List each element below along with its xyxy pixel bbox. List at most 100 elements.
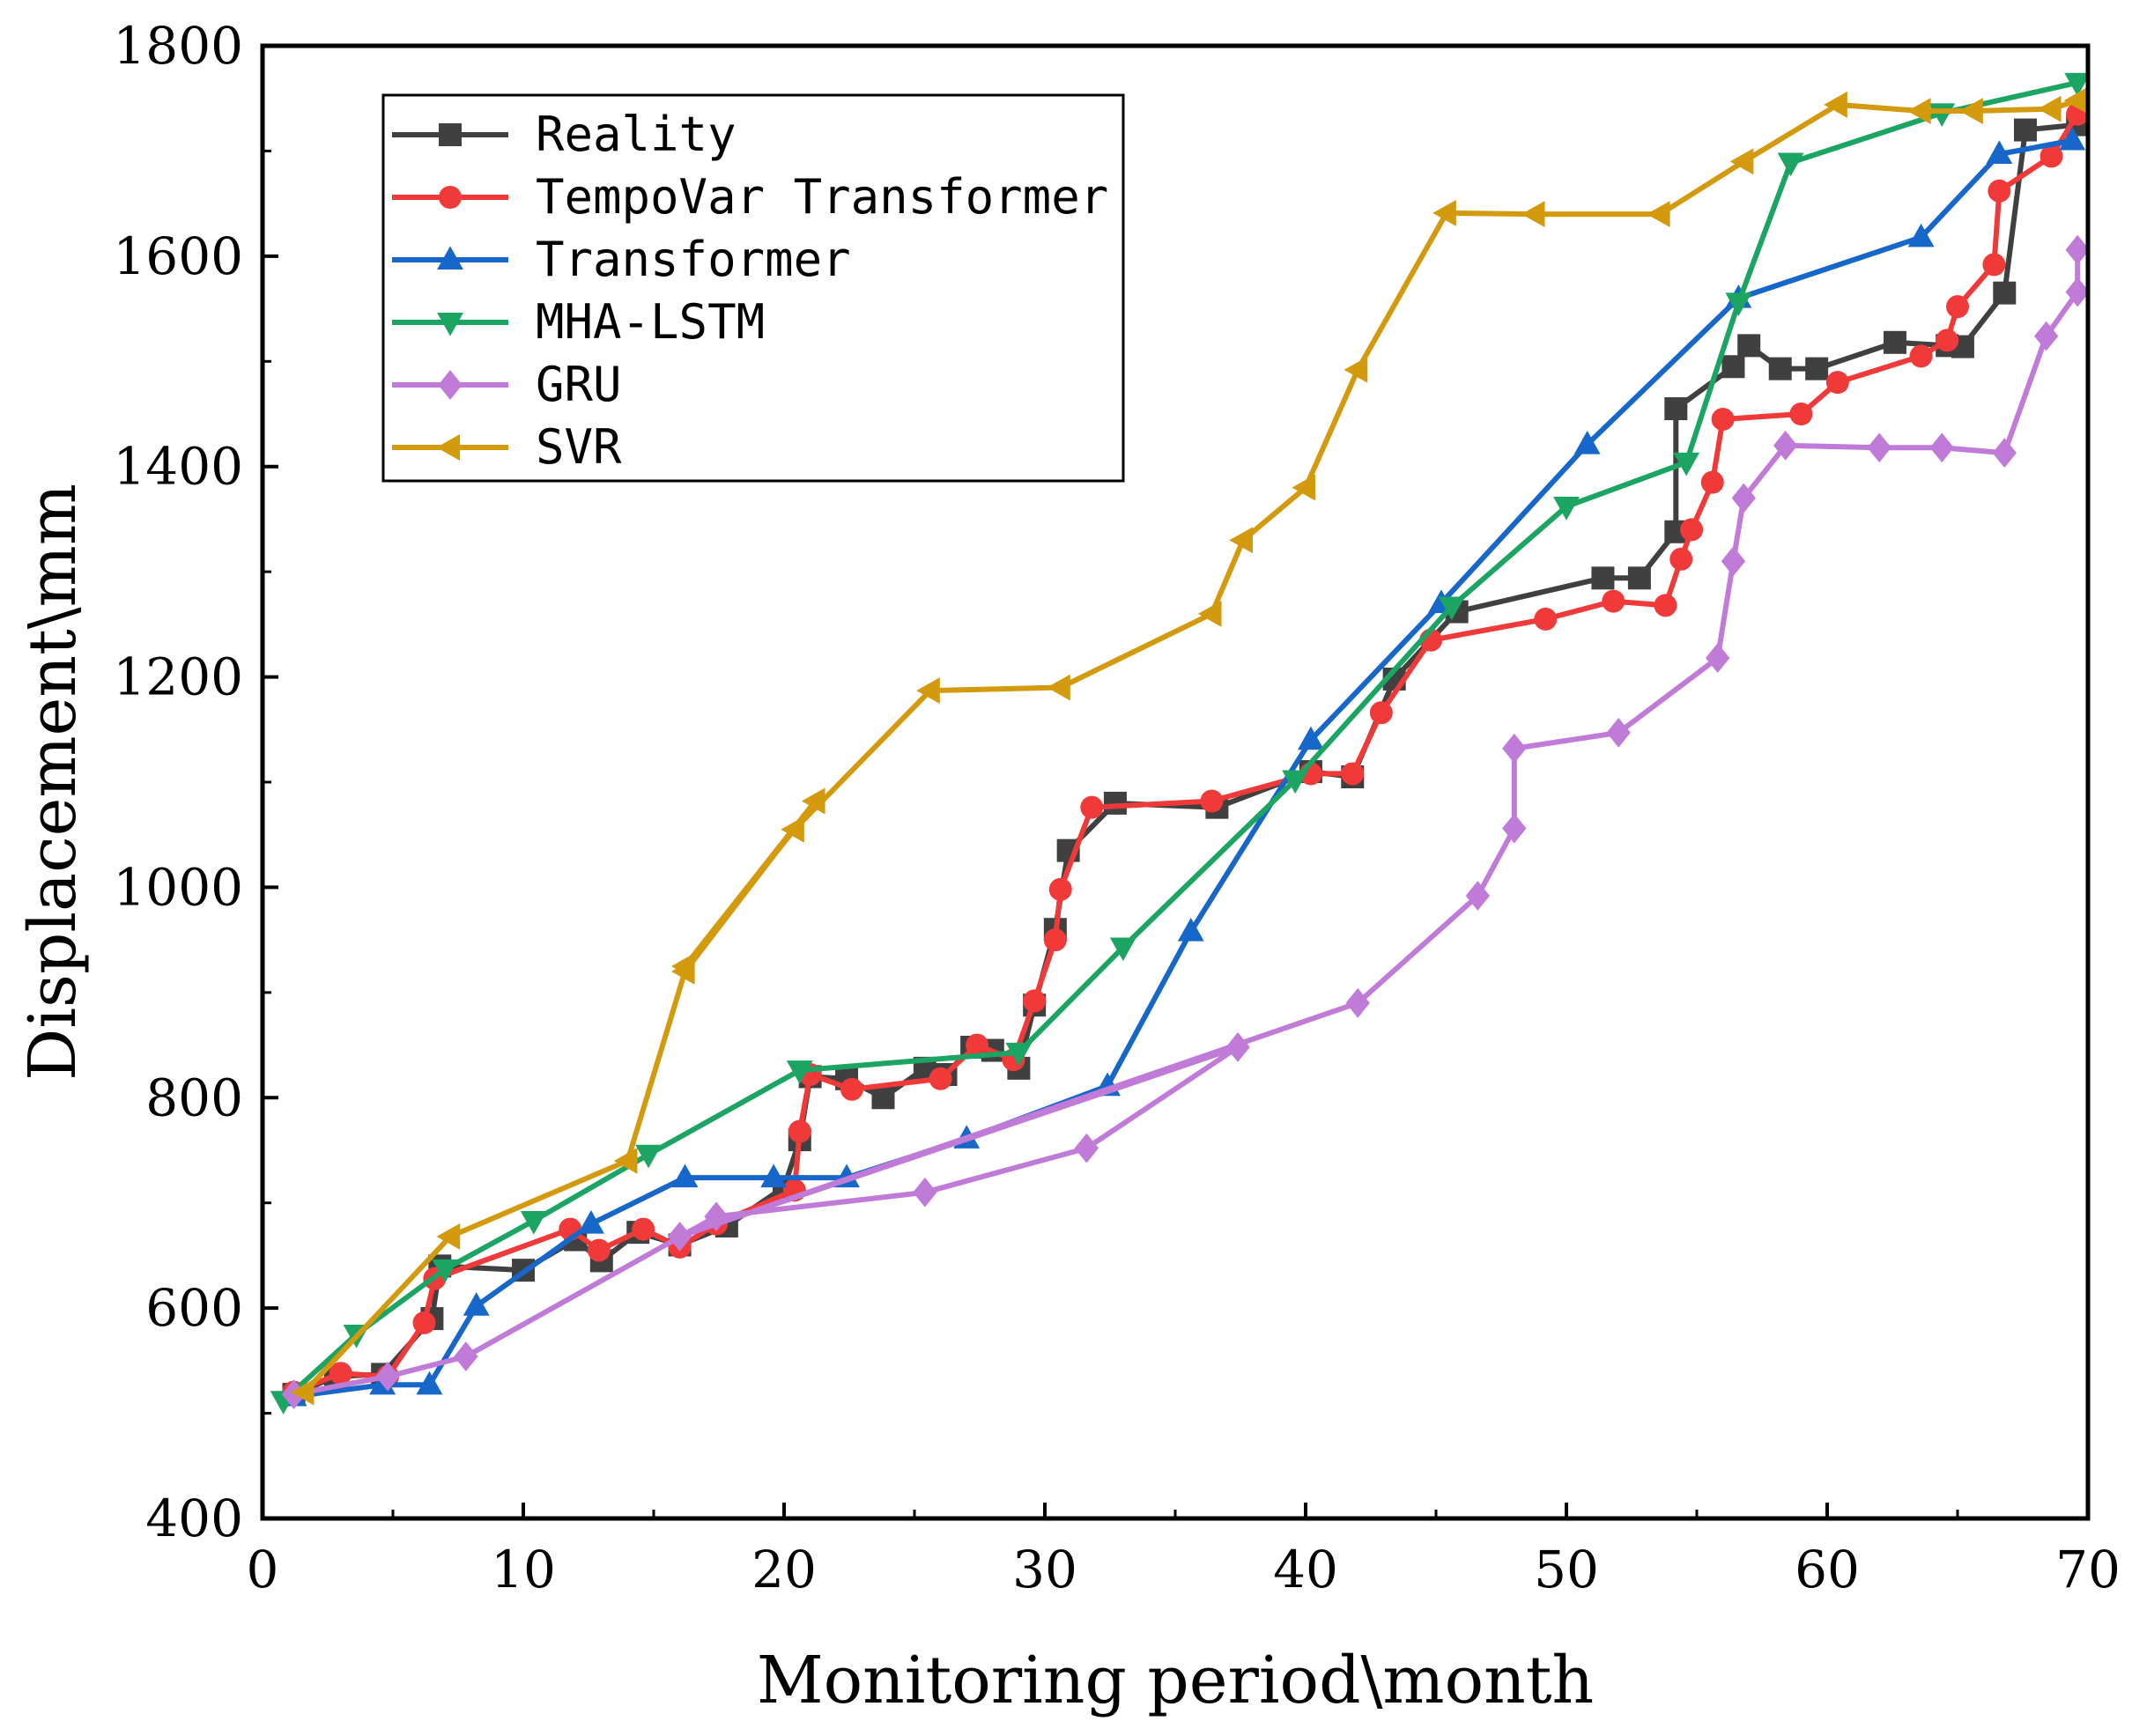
- data-point-tempovar-transformer: [1789, 403, 1813, 425]
- data-point-transformer: [463, 1292, 490, 1316]
- x-tick-label: 10: [491, 1540, 556, 1599]
- data-point-svr: [1906, 98, 1931, 124]
- data-point-reality: [1721, 355, 1745, 379]
- data-point-gru: [1992, 438, 2017, 469]
- legend-entry-reality: Reality: [392, 107, 737, 162]
- legend-marker-tempovar-transformer: [439, 186, 462, 209]
- data-point-gru: [1721, 546, 1746, 577]
- data-point-gru: [375, 1361, 400, 1392]
- data-point-tempovar-transformer: [329, 1362, 352, 1385]
- series-line-svr: [301, 98, 2081, 1395]
- data-point-gru: [1773, 430, 1798, 461]
- data-point-reality: [1768, 357, 1792, 380]
- data-point-reality: [1805, 357, 1829, 380]
- data-point-tempovar-transformer: [1936, 329, 1959, 352]
- legend: Reality TempoVar Transformer Transformer MH…: [381, 93, 1125, 483]
- data-point-tempovar-transformer: [1534, 607, 1558, 631]
- axes-layer: 0 10 20 30 40 50 60 70 400 600 800 1000 1200 1400 1600…: [113, 16, 2121, 1599]
- data-point-transformer: [760, 1163, 788, 1188]
- data-point-tempovar-transformer: [1669, 547, 1693, 571]
- data-point-gru: [2065, 277, 2090, 307]
- data-point-transformer: [1573, 431, 1601, 454]
- data-point-svr: [1824, 91, 1847, 118]
- data-point-svr: [613, 1147, 638, 1174]
- data-point-transformer: [1177, 917, 1204, 942]
- data-point-mha-lstm: [635, 1144, 663, 1169]
- data-point-tempovar-transformer: [1200, 789, 1224, 813]
- legend-marker-transformer: [437, 246, 463, 270]
- legend-label-tempovar-transformer: TempoVar Transformer: [536, 169, 1108, 225]
- series-svr: [290, 87, 2088, 1406]
- data-point-gru: [1502, 813, 1527, 844]
- data-point-svr: [1292, 474, 1316, 501]
- legend-box: [381, 93, 1125, 483]
- data-point-mha-lstm: [1005, 1042, 1033, 1067]
- data-point-transformer: [1986, 140, 2013, 165]
- y-tick-label: 1600: [113, 226, 243, 286]
- y-tick-label: 1400: [113, 437, 243, 497]
- data-point-svr: [1344, 356, 1368, 383]
- data-point-tempovar-transformer: [1341, 762, 1365, 786]
- y-tick-label: 1800: [113, 16, 243, 76]
- data-point-transformer: [2059, 126, 2086, 151]
- series-layer: [270, 72, 2091, 1415]
- data-point-gru: [2065, 234, 2090, 265]
- data-point-tempovar-transformer: [1023, 989, 1047, 1013]
- data-point-mha-lstm: [520, 1210, 547, 1235]
- data-point-gru: [1929, 432, 1954, 463]
- data-point-tempovar-transformer: [1080, 795, 1104, 819]
- data-point-svr: [290, 1378, 315, 1406]
- data-point-svr: [1047, 674, 1070, 701]
- legend-label-svr: SVR: [536, 419, 622, 475]
- data-point-tempovar-transformer: [1988, 179, 2011, 203]
- series-line-mha-lstm: [280, 79, 2081, 1404]
- data-point-mha-lstm: [2064, 72, 2091, 97]
- data-point-tempovar-transformer: [1654, 594, 1677, 617]
- y-tick-label: 600: [145, 1278, 243, 1338]
- data-point-mha-lstm: [786, 1060, 813, 1084]
- x-tick-label: 0: [247, 1540, 279, 1599]
- data-point-tempovar-transformer: [1982, 253, 2006, 277]
- data-point-gru: [1706, 643, 1730, 673]
- y-tick-label: 800: [145, 1067, 243, 1127]
- data-point-mha-lstm: [1673, 452, 1700, 476]
- data-point-transformer: [1907, 223, 1935, 247]
- legend-entry-svr: SVR: [392, 419, 622, 475]
- data-point-gru: [667, 1222, 692, 1252]
- data-point-tempovar-transformer: [2039, 144, 2063, 168]
- data-point-svr: [1229, 527, 1254, 554]
- legend-marker-gru: [438, 370, 463, 400]
- data-point-gru: [1465, 881, 1491, 911]
- legend-entry-transformer: Transformer: [392, 232, 851, 287]
- data-point-tempovar-transformer: [632, 1217, 655, 1241]
- data-point-reality: [1664, 397, 1688, 421]
- data-point-tempovar-transformer: [929, 1067, 952, 1090]
- data-point-mha-lstm: [1725, 292, 1752, 317]
- x-axis-title: Monitoring period\month: [757, 1643, 1594, 1718]
- y-tick-label: 400: [145, 1489, 243, 1548]
- data-point-svr: [781, 816, 804, 843]
- data-point-svr: [1729, 148, 1754, 175]
- data-point-gru: [1731, 483, 1756, 513]
- legend-entry-tempovar-transformer: TempoVar Transformer: [392, 169, 1108, 225]
- data-point-transformer: [578, 1210, 604, 1234]
- data-point-transformer: [416, 1370, 443, 1395]
- legend-label-reality: Reality: [536, 107, 737, 162]
- data-point-gru: [704, 1201, 729, 1232]
- y-tick-label: 1000: [113, 857, 243, 917]
- data-point-reality: [1737, 334, 1761, 358]
- x-tick-label: 30: [1012, 1540, 1077, 1599]
- data-point-svr: [916, 677, 940, 705]
- data-point-gru: [1074, 1133, 1099, 1163]
- data-point-tempovar-transformer: [1369, 701, 1393, 725]
- data-point-tempovar-transformer: [1043, 928, 1067, 952]
- data-point-tempovar-transformer: [1946, 295, 1969, 319]
- legend-marker-mha-lstm: [437, 312, 463, 336]
- series-mha-lstm: [270, 72, 2091, 1415]
- data-point-svr: [670, 953, 695, 979]
- data-point-svr: [436, 1223, 461, 1250]
- data-point-gru: [1867, 432, 1891, 463]
- data-point-tempovar-transformer: [587, 1238, 611, 1262]
